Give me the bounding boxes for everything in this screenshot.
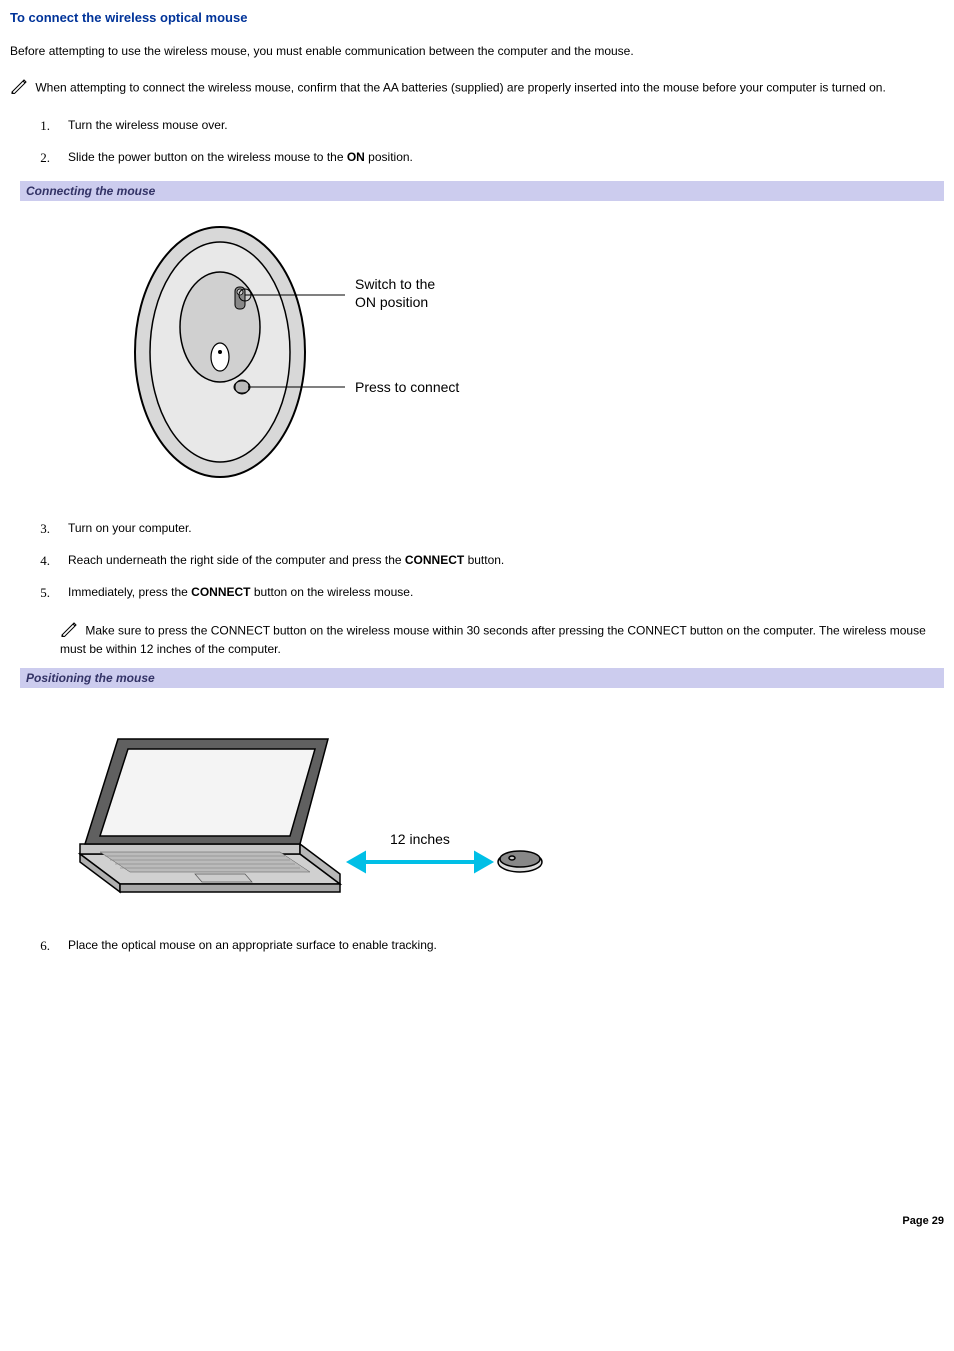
steps-list-part2: 3. Turn on your computer. 4. Reach under…	[10, 520, 944, 603]
step-number: 5.	[10, 584, 68, 602]
page-footer: Page 29	[10, 1215, 944, 1227]
step-text: Reach underneath the right side of the c…	[68, 552, 944, 570]
note-battery: When attempting to connect the wireless …	[10, 78, 944, 99]
steps-list-part3: 6. Place the optical mouse on an appropr…	[10, 937, 944, 955]
fig1-label-switch: Switch to the	[355, 276, 435, 292]
steps-list-part1: 1. Turn the wireless mouse over. 2. Slid…	[10, 117, 944, 167]
pencil-note-icon	[10, 78, 30, 99]
fig1-label-press: Press to connect	[355, 379, 459, 395]
figure2-caption: Positioning the mouse	[10, 668, 944, 688]
step-text: Place the optical mouse on an appropriat…	[68, 937, 944, 955]
step-3: 3. Turn on your computer.	[10, 520, 944, 538]
figure1-mouse-diagram: Switch to the ON position Press to conne…	[10, 207, 944, 500]
step-number: 4.	[10, 552, 68, 570]
pencil-note-icon	[60, 621, 80, 642]
step-text: Immediately, press the CONNECT button on…	[68, 584, 944, 602]
note-connect-timing: Make sure to press the CONNECT button on…	[60, 621, 944, 659]
step-1: 1. Turn the wireless mouse over.	[10, 117, 944, 135]
step-4: 4. Reach underneath the right side of th…	[10, 552, 944, 570]
svg-text:ON position: ON position	[355, 294, 428, 310]
step-text: Slide the power button on the wireless m…	[68, 149, 944, 167]
note-battery-text: When attempting to connect the wireless …	[35, 80, 885, 94]
figure1-caption: Connecting the mouse	[10, 181, 944, 201]
section-title: To connect the wireless optical mouse	[10, 10, 944, 25]
fig2-distance-label: 12 inches	[390, 831, 450, 847]
step-text: Turn the wireless mouse over.	[68, 117, 944, 135]
step-number: 1.	[10, 117, 68, 135]
step-number: 6.	[10, 937, 68, 955]
step-5: 5. Immediately, press the CONNECT button…	[10, 584, 944, 602]
note-connect-text: Make sure to press the CONNECT button on…	[60, 623, 926, 656]
step-number: 2.	[10, 149, 68, 167]
intro-paragraph: Before attempting to use the wireless mo…	[10, 43, 944, 60]
step-text: Turn on your computer.	[68, 520, 944, 538]
step-number: 3.	[10, 520, 68, 538]
step-2: 2. Slide the power button on the wireles…	[10, 149, 944, 167]
step-6: 6. Place the optical mouse on an appropr…	[10, 937, 944, 955]
figure2-laptop-diagram: 12 inches	[10, 694, 944, 917]
